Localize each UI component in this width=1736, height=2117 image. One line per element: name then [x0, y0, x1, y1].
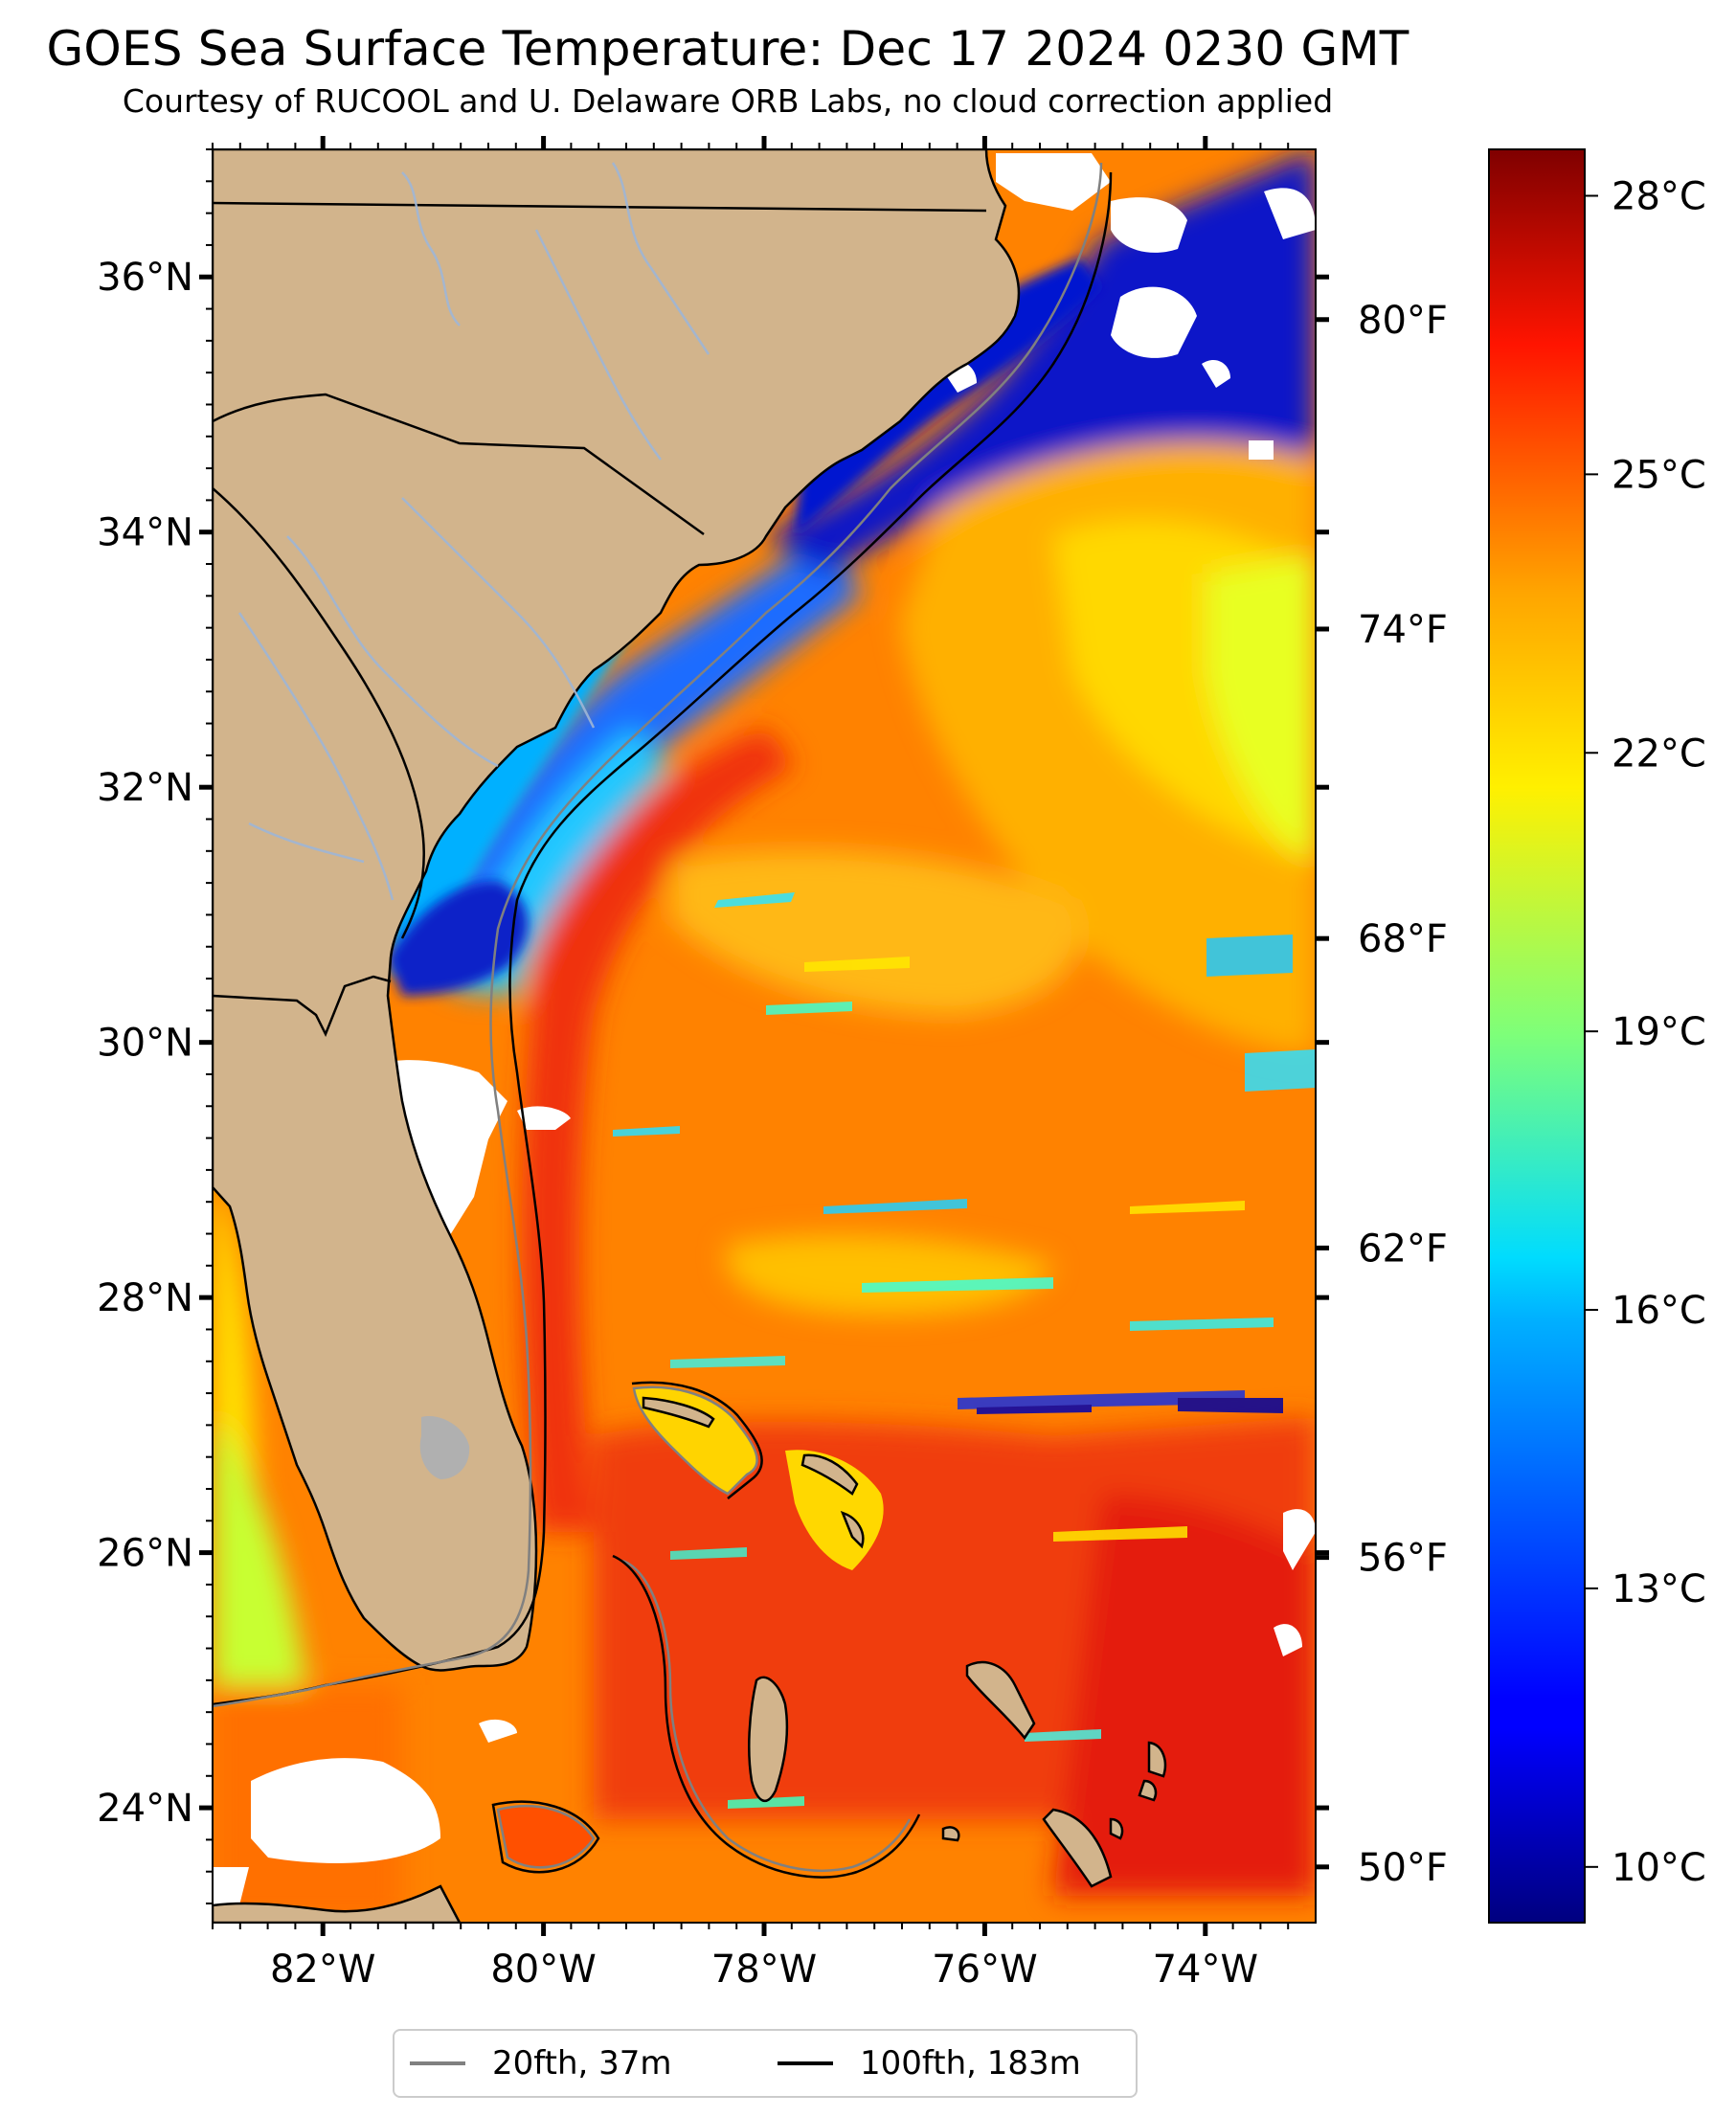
legend: 20fth, 37m 100fth, 183m [393, 2029, 1138, 2098]
sst-field [213, 149, 1316, 1923]
colorbar [1488, 148, 1586, 1924]
map-ticks [199, 136, 1329, 1936]
colorbar-tick-label: 28°C [1612, 174, 1706, 218]
map-panel [213, 149, 1316, 1923]
colorbar-tick-label: 13°C [1612, 1567, 1706, 1611]
shelf-cyan [393, 574, 670, 977]
lake-okeechobee [419, 1416, 470, 1479]
fahrenheit-labels: 80°F 74°F 68°F 62°F 56°F 50°F [1316, 299, 1448, 1890]
fahrenheit-label: 62°F [1358, 1227, 1448, 1271]
fahrenheit-label: 74°F [1358, 608, 1448, 652]
lat-label: 36°N [97, 256, 193, 300]
state-borders [213, 201, 987, 1038]
lon-label: 78°W [711, 1948, 817, 1992]
land-us-southeast [213, 149, 1021, 1672]
land-cuba [213, 1884, 462, 1923]
colorbar-tick-label: 19°C [1612, 1010, 1706, 1054]
lon-label: 82°W [270, 1948, 375, 1992]
legend-swatch-20fth [410, 2061, 465, 2065]
lat-label: 32°N [97, 766, 193, 810]
land-bahamas-islands [642, 1396, 1167, 1888]
map-subtitle: Courtesy of RUCOOL and U. Delaware ORB L… [122, 82, 1334, 120]
legend-label-100fth: 100fth, 183m [860, 2044, 1081, 2083]
legend-item-20fth: 20fth, 37m [410, 2044, 672, 2083]
lat-label: 26°N [97, 1532, 193, 1576]
fahrenheit-label: 68°F [1358, 917, 1448, 961]
bank-isobaths [496, 1385, 912, 1872]
fahrenheit-label: 80°F [1358, 299, 1448, 343]
lat-label: 24°N [97, 1787, 193, 1831]
lat-label: 30°N [97, 1022, 193, 1066]
fahrenheit-label: 56°F [1358, 1537, 1448, 1581]
lon-label: 74°W [1153, 1948, 1258, 1992]
lat-label: 28°N [97, 1276, 193, 1320]
colorbar-tick-label: 16°C [1612, 1289, 1706, 1333]
lon-label: 76°W [932, 1948, 1037, 1992]
lon-label: 80°W [490, 1948, 596, 1992]
cloud-mask [213, 153, 1316, 1915]
fahrenheit-label: 50°F [1358, 1846, 1448, 1890]
bank-outlines [491, 1381, 921, 1879]
isobath-100fth [213, 171, 1113, 1706]
lat-label: 34°N [97, 511, 193, 555]
colorbar-ticks: 28°C 25°C 22°C 19°C 16°C 13°C 10°C [1585, 174, 1706, 1890]
lat-labels: 36°N 34°N 32°N 30°N 28°N 26°N 24°N [97, 256, 193, 1831]
land-andros [748, 1676, 789, 1803]
rivers [237, 162, 710, 901]
isobath-20fth [213, 162, 1103, 1708]
colorbar-tick-label: 22°C [1612, 732, 1706, 776]
legend-label-20fth: 20fth, 37m [492, 2044, 672, 2083]
lon-labels: 82°W 80°W 78°W 76°W 74°W [270, 1948, 1258, 1992]
map-title: GOES Sea Surface Temperature: Dec 17 202… [46, 21, 1409, 77]
colorbar-tick-label: 10°C [1612, 1846, 1706, 1890]
cloud-streaks [613, 892, 1316, 1809]
shelf-blue-nc [795, 259, 1101, 536]
legend-swatch-100fth [778, 2061, 833, 2065]
legend-item-100fth: 100fth, 183m [778, 2044, 1081, 2083]
colorbar-tick-label: 25°C [1612, 453, 1706, 497]
